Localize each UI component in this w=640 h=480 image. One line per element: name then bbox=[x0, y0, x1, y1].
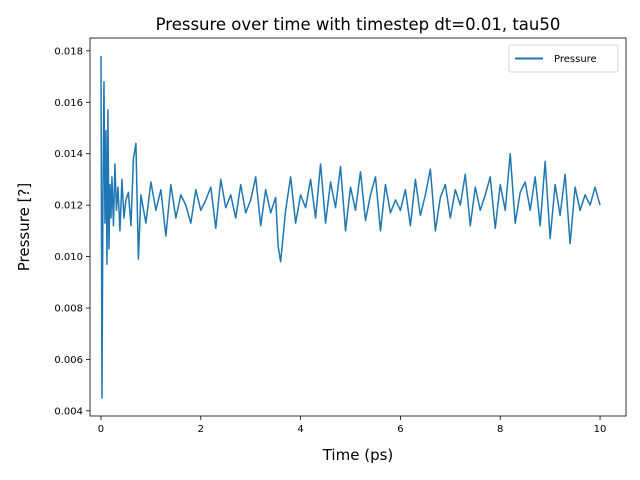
y-tick-label: 0.018 bbox=[54, 46, 83, 57]
x-axis: 0 2 4 6 8 10 bbox=[98, 416, 607, 435]
y-tick-label: 0.014 bbox=[54, 149, 83, 160]
x-axis-label: Time (ps) bbox=[322, 446, 394, 464]
y-tick-label: 0.010 bbox=[54, 252, 83, 263]
x-tick-label: 2 bbox=[198, 424, 204, 435]
legend: Pressure bbox=[508, 44, 619, 73]
chart-title: Pressure over time with timestep dt=0.01… bbox=[156, 15, 561, 34]
y-tick-label: 0.004 bbox=[54, 406, 83, 417]
x-tick-label: 8 bbox=[497, 424, 503, 435]
legend-box bbox=[508, 44, 619, 73]
y-tick-label: 0.012 bbox=[54, 201, 83, 212]
y-tick-label: 0.006 bbox=[54, 355, 83, 366]
series-line-pressure bbox=[100, 55, 601, 399]
plot-area: 0 2 4 6 8 10 0.0040.0060.0080.0100.0120.0140.… bbox=[54, 37, 627, 435]
series-layer bbox=[100, 55, 601, 399]
plot-frame bbox=[89, 37, 627, 417]
y-axis-label: Pressure [?] bbox=[15, 183, 33, 271]
y-tick-label: 0.008 bbox=[54, 304, 83, 315]
x-tick-label: 4 bbox=[297, 424, 303, 435]
legend-label: Pressure bbox=[554, 54, 597, 65]
x-tick-label: 0 bbox=[98, 424, 104, 435]
x-tick-label: 6 bbox=[397, 424, 403, 435]
x-tick-label: 10 bbox=[594, 424, 607, 435]
y-tick-label: 0.016 bbox=[54, 98, 83, 109]
y-axis: 0.004 0.006 0.008 0.010 0.012 0.014 0.016 0.018 bbox=[54, 46, 90, 417]
